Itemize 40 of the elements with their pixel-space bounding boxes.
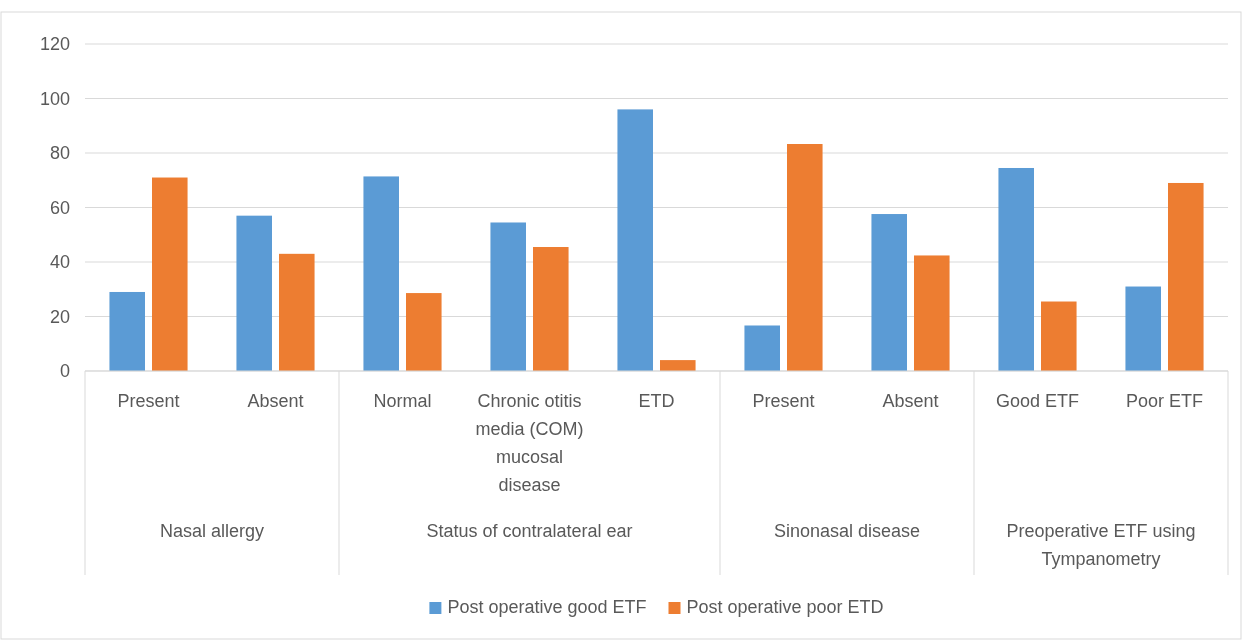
y-tick-label: 120 (39, 34, 70, 55)
y-tick-label: 40 (49, 252, 70, 273)
bar (1041, 301, 1077, 371)
legend-label: Post operative poor ETD (686, 597, 884, 617)
bar (617, 109, 653, 371)
x-tick-label: ETD (638, 391, 675, 411)
y-tick-label: 80 (49, 143, 70, 164)
bar (406, 293, 442, 371)
text: Preoperative ETF using Tympanometry (1006, 521, 1196, 569)
x-tick-label: Present (117, 391, 180, 411)
bar (236, 215, 272, 371)
text: Nasal allergy (159, 521, 265, 541)
bar (744, 325, 780, 371)
legend-label: Post operative good ETF (447, 597, 647, 617)
bar (490, 222, 526, 371)
bar (152, 177, 188, 371)
x-tick-label: Poor ETF (1125, 391, 1204, 411)
bar (109, 291, 145, 371)
x-tick-label: Present (752, 391, 815, 411)
bar (1168, 182, 1204, 371)
bar (533, 247, 569, 371)
bar (914, 255, 950, 371)
bar (787, 144, 823, 371)
x-tick-label: Good ETF (995, 391, 1080, 411)
y-tick-label: 20 (49, 306, 70, 327)
bar (998, 167, 1034, 371)
y-tick-label: 60 (49, 197, 70, 218)
bar (279, 253, 315, 371)
text: Sinonasal disease (773, 521, 921, 541)
y-tick-label: 100 (39, 88, 70, 109)
x-tick-label: Absent (247, 391, 304, 411)
x-tick-label: Chronic otitis media (COM) mucosal disease (475, 391, 584, 495)
bar (871, 214, 907, 371)
bar (363, 176, 399, 371)
x-tick-label: Absent (882, 391, 939, 411)
text: Status of contralateral ear (426, 521, 633, 541)
bar (660, 360, 696, 371)
y-tick-label: 0 (59, 361, 70, 382)
bar (1125, 286, 1161, 371)
x-tick-label: Normal (373, 391, 432, 411)
